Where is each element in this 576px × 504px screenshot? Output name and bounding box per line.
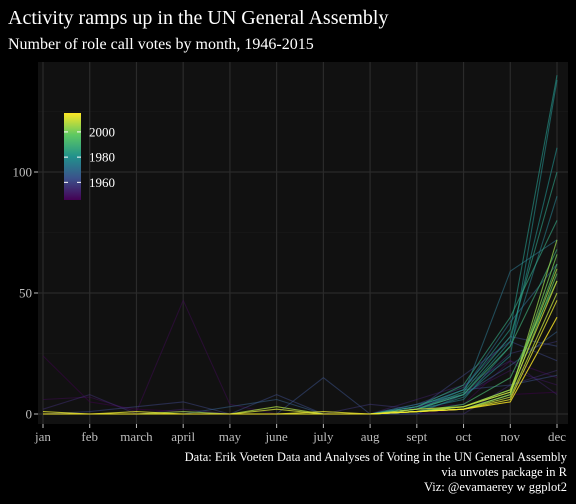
plot-panel (38, 62, 568, 424)
legend-label: 1980 (89, 150, 115, 165)
x-tick-label: jan (34, 429, 51, 444)
y-tick-label: 50 (19, 286, 32, 301)
caption-source: Data: Erik Voeten Data and Analyses of V… (184, 450, 567, 464)
x-tick-label: feb (81, 429, 98, 444)
x-tick-label: dec (548, 429, 566, 444)
x-tick-label: june (264, 429, 288, 444)
x-tick-label: may (219, 429, 242, 444)
grid-layer (38, 62, 568, 424)
y-tick-label: 100 (13, 165, 33, 180)
x-tick-label: sept (406, 429, 427, 444)
axis-layer: 0 50 100 jan feb march april may june july aug sept… (13, 165, 567, 445)
x-tick-label: oct (456, 429, 472, 444)
y-tick-label: 0 (26, 407, 33, 422)
x-tick-label: nov (501, 429, 521, 444)
legend-label: 1960 (89, 175, 115, 190)
x-tick-label: march (120, 429, 153, 444)
color-legend: 2000 1980 1960 (64, 113, 115, 200)
x-tick-label: april (171, 429, 195, 444)
x-tick-label: aug (361, 429, 380, 444)
series-line (43, 316, 558, 415)
legend-label: 2000 (89, 124, 115, 139)
x-tick-label: july (312, 429, 334, 444)
series-layer (42, 75, 558, 415)
chart-title: Activity ramps up in the UN General Asse… (8, 7, 389, 29)
legend-colorbar (64, 113, 81, 200)
caption-package: via unvotes package in R (441, 465, 567, 479)
chart-subtitle: Number of role call votes by month, 1946… (8, 36, 314, 53)
caption-credit: Viz: @evamaerey w ggplot2 (423, 480, 567, 494)
